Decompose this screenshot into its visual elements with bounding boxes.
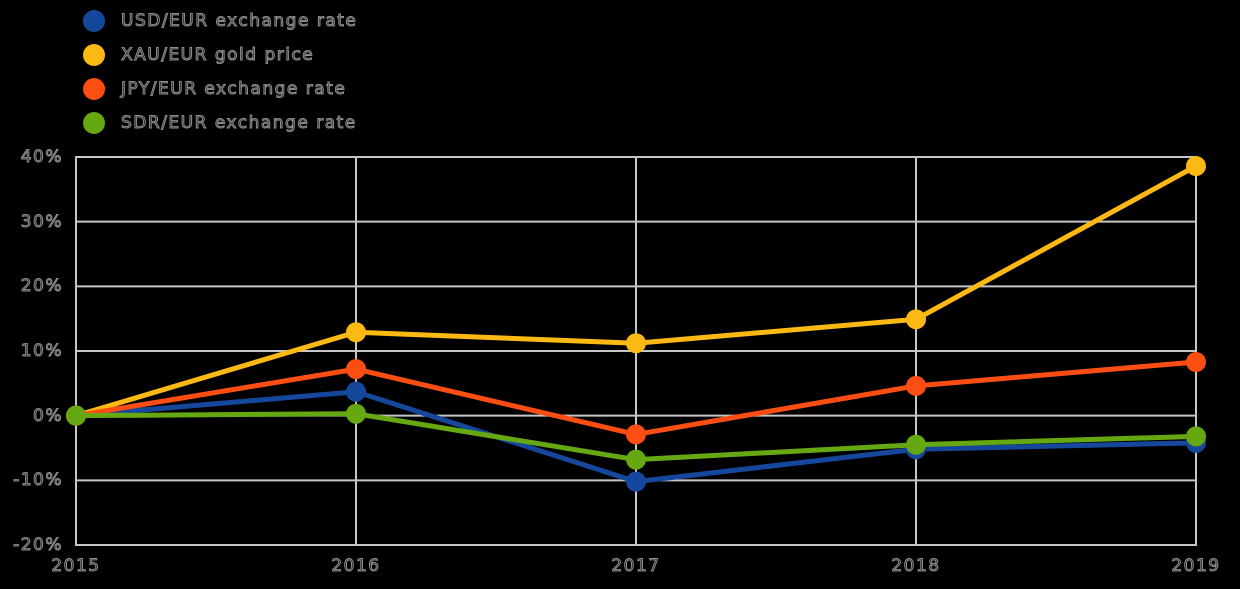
legend-item-jpy-eur: JPY/EUR exchange rate bbox=[83, 72, 357, 106]
x-axis-tick-label: 2016 bbox=[331, 556, 381, 577]
data-point bbox=[346, 403, 366, 424]
legend-swatch-sdr-eur-icon bbox=[83, 112, 105, 134]
x-axis-tick-label: 2015 bbox=[51, 556, 101, 577]
data-point bbox=[1186, 426, 1206, 447]
legend-label-xau-eur: XAU/EUR gold price bbox=[120, 45, 315, 66]
data-point bbox=[906, 309, 926, 330]
legend-item-usd-eur: USD/EUR exchange rate bbox=[83, 4, 357, 38]
y-axis-tick-label: 40% bbox=[20, 147, 63, 168]
x-axis-tick-label: 2018 bbox=[891, 556, 941, 577]
data-point bbox=[626, 449, 646, 470]
data-point bbox=[1186, 156, 1206, 177]
y-axis-tick-label: -20% bbox=[13, 535, 63, 556]
legend-swatch-usd-eur-icon bbox=[83, 10, 105, 32]
data-point bbox=[626, 471, 646, 492]
x-axis-tick-label: 2019 bbox=[1171, 556, 1221, 577]
data-point bbox=[626, 333, 646, 354]
legend-label-sdr-eur: SDR/EUR exchange rate bbox=[121, 113, 357, 134]
y-axis-tick-label: 0% bbox=[33, 405, 63, 426]
data-point bbox=[1186, 351, 1206, 372]
x-axis-tick-label: 2017 bbox=[611, 556, 661, 577]
legend-swatch-xau-eur-icon bbox=[83, 44, 105, 66]
y-axis-tick-label: 20% bbox=[20, 276, 63, 297]
legend-label-jpy-eur: JPY/EUR exchange rate bbox=[120, 79, 347, 100]
y-axis-tick-label: 30% bbox=[20, 211, 63, 232]
data-point bbox=[906, 375, 926, 396]
legend-label-usd-eur: USD/EUR exchange rate bbox=[120, 11, 358, 32]
data-point bbox=[626, 424, 646, 445]
data-point bbox=[346, 359, 366, 380]
legend-item-sdr-eur: SDR/EUR exchange rate bbox=[83, 106, 357, 140]
data-point bbox=[66, 405, 86, 426]
data-point bbox=[906, 434, 926, 455]
y-axis-tick-label: -10% bbox=[13, 470, 63, 491]
legend-item-xau-eur: XAU/EUR gold price bbox=[83, 38, 357, 72]
chart-legend: USD/EUR exchange rate XAU/EUR gold price… bbox=[83, 4, 357, 140]
y-axis-tick-label: 10% bbox=[20, 341, 63, 362]
data-point bbox=[346, 322, 366, 343]
data-point bbox=[346, 381, 366, 402]
plot-border bbox=[75, 156, 1197, 546]
legend-swatch-jpy-eur-icon bbox=[83, 78, 105, 100]
